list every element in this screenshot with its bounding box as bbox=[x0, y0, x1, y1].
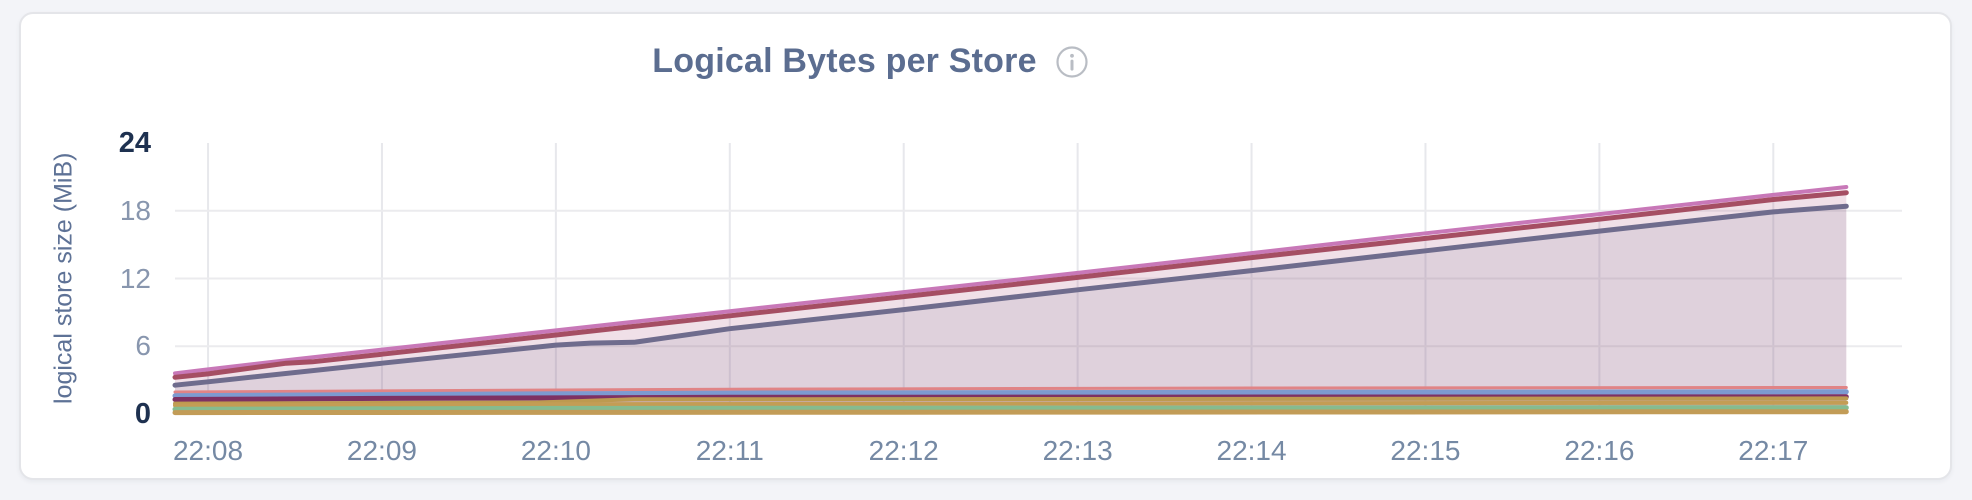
y-axis-ticks: 24 18 12 6 0 bbox=[21, 127, 157, 430]
series-line-flat-store-blue bbox=[172, 389, 1849, 399]
chart-plot-area[interactable] bbox=[172, 143, 1902, 416]
x-axis-ticks: 22:08 22:09 22:10 22:11 22:12 22:13 22:14 22:15… bbox=[173, 431, 1902, 471]
y-tick-label: 24 bbox=[118, 127, 151, 159]
series-line-flat-store-gold bbox=[173, 400, 1849, 408]
series-line-rising-store-crimson bbox=[172, 190, 1849, 380]
y-tick-label: 0 bbox=[134, 398, 151, 430]
x-tick-label: 22:11 bbox=[695, 435, 764, 466]
series-line-flat-store-tan bbox=[172, 409, 1849, 416]
x-tick-label: 22:14 bbox=[1216, 435, 1287, 466]
x-tick-label: 22:09 bbox=[346, 435, 417, 466]
series-line-rising-store-slate bbox=[172, 203, 1849, 388]
series-area-rising-store-slate bbox=[175, 206, 1847, 414]
x-tick-label: 22:17 bbox=[1738, 435, 1809, 466]
chart-card: Logical Bytes per Store logical store si… bbox=[19, 12, 1952, 480]
x-tick-label: 22:13 bbox=[1042, 435, 1113, 466]
x-tick-label: 22:15 bbox=[1390, 435, 1461, 466]
y-tick-label: 12 bbox=[119, 262, 151, 294]
y-tick-label: 18 bbox=[119, 194, 151, 226]
info-icon[interactable] bbox=[1055, 45, 1089, 79]
series-line-flat-store-salmon bbox=[173, 386, 1848, 394]
chart-title: Logical Bytes per Store bbox=[652, 42, 1037, 80]
x-tick-label: 22:10 bbox=[520, 435, 591, 466]
x-tick-label: 22:16 bbox=[1564, 435, 1635, 466]
y-tick-label: 6 bbox=[135, 330, 151, 362]
chart-header: Logical Bytes per Store bbox=[0, 42, 1835, 81]
x-tick-label: 22:08 bbox=[172, 435, 244, 466]
series-area-rising-store-orchid bbox=[175, 187, 1847, 414]
x-tick-label: 22:12 bbox=[868, 435, 939, 466]
series-line-rising-store-orchid bbox=[173, 185, 1849, 376]
series-line-flat-store-green bbox=[172, 405, 1849, 412]
